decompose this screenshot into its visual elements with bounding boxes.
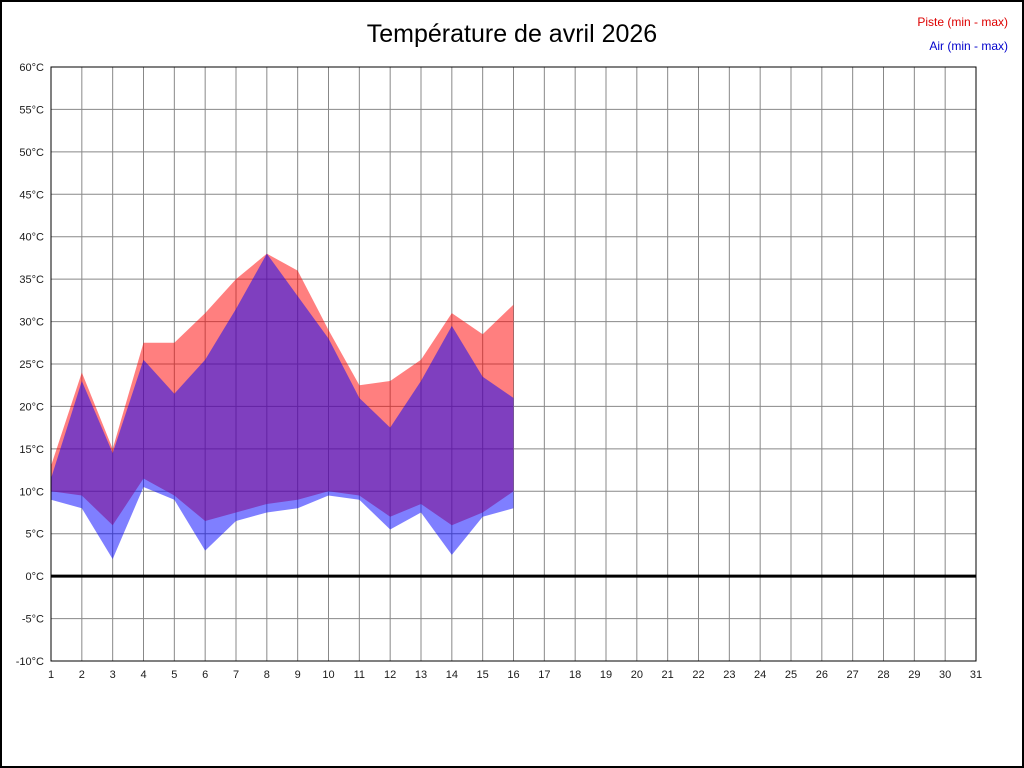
x-tick-label: 5 — [171, 669, 177, 681]
x-tick-label: 4 — [140, 669, 146, 681]
x-tick-label: 19 — [600, 669, 612, 681]
y-tick-label: -5°C — [22, 614, 44, 626]
x-tick-label: 14 — [446, 669, 458, 681]
x-tick-label: 1 — [48, 669, 54, 681]
y-tick-label: 50°C — [19, 147, 44, 159]
y-tick-label: 15°C — [19, 444, 44, 456]
x-tick-label: 7 — [233, 669, 239, 681]
x-tick-label: 2 — [79, 669, 85, 681]
plot-border — [50, 66, 977, 662]
x-tick-label: 9 — [295, 669, 301, 681]
y-tick-label: 60°C — [19, 62, 44, 74]
x-tick-label: 16 — [507, 669, 519, 681]
y-tick-label: 20°C — [19, 401, 44, 413]
area-band-air — [51, 253, 514, 560]
y-tick-label: 25°C — [19, 359, 44, 371]
chart-title: Température de avril 2026 — [366, 20, 658, 48]
y-tick-label: 45°C — [19, 189, 44, 201]
y-tick-label: 40°C — [19, 232, 44, 244]
x-tick-label: 12 — [384, 669, 396, 681]
x-tick-label: 3 — [110, 669, 116, 681]
legend: Piste (min - max) Air (min - max) — [917, 10, 1008, 58]
y-tick-label: 0°C — [26, 571, 45, 583]
y-tick-label: -10°C — [16, 656, 44, 668]
x-tick-label: 31 — [970, 669, 982, 681]
x-tick-label: 23 — [723, 669, 735, 681]
x-tick-label: 24 — [754, 669, 766, 681]
x-tick-label: 17 — [538, 669, 550, 681]
x-tick-label: 29 — [908, 669, 920, 681]
x-tick-label: 6 — [202, 669, 208, 681]
x-tick-label: 21 — [662, 669, 674, 681]
x-tick-label: 30 — [939, 669, 951, 681]
x-tick-label: 28 — [877, 669, 889, 681]
legend-item-piste: Piste (min - max) — [917, 15, 1008, 29]
x-tick-label: 10 — [322, 669, 334, 681]
x-tick-label: 27 — [847, 669, 859, 681]
x-tick-label: 25 — [785, 669, 797, 681]
x-tick-label: 20 — [631, 669, 643, 681]
x-tick-label: 22 — [692, 669, 704, 681]
x-tick-label: 15 — [477, 669, 489, 681]
x-tick-label: 26 — [816, 669, 828, 681]
x-tick-label: 18 — [569, 669, 581, 681]
y-tick-label: 10°C — [19, 486, 44, 498]
x-tick-label: 11 — [354, 669, 365, 681]
y-tick-label: 5°C — [26, 529, 45, 541]
legend-item-air: Air (min - max) — [929, 39, 1008, 53]
y-tick-label: 55°C — [19, 104, 44, 116]
x-tick-label: 8 — [264, 669, 270, 681]
y-tick-label: 30°C — [19, 317, 44, 329]
y-tick-label: 35°C — [19, 274, 44, 286]
x-tick-label: 13 — [415, 669, 427, 681]
